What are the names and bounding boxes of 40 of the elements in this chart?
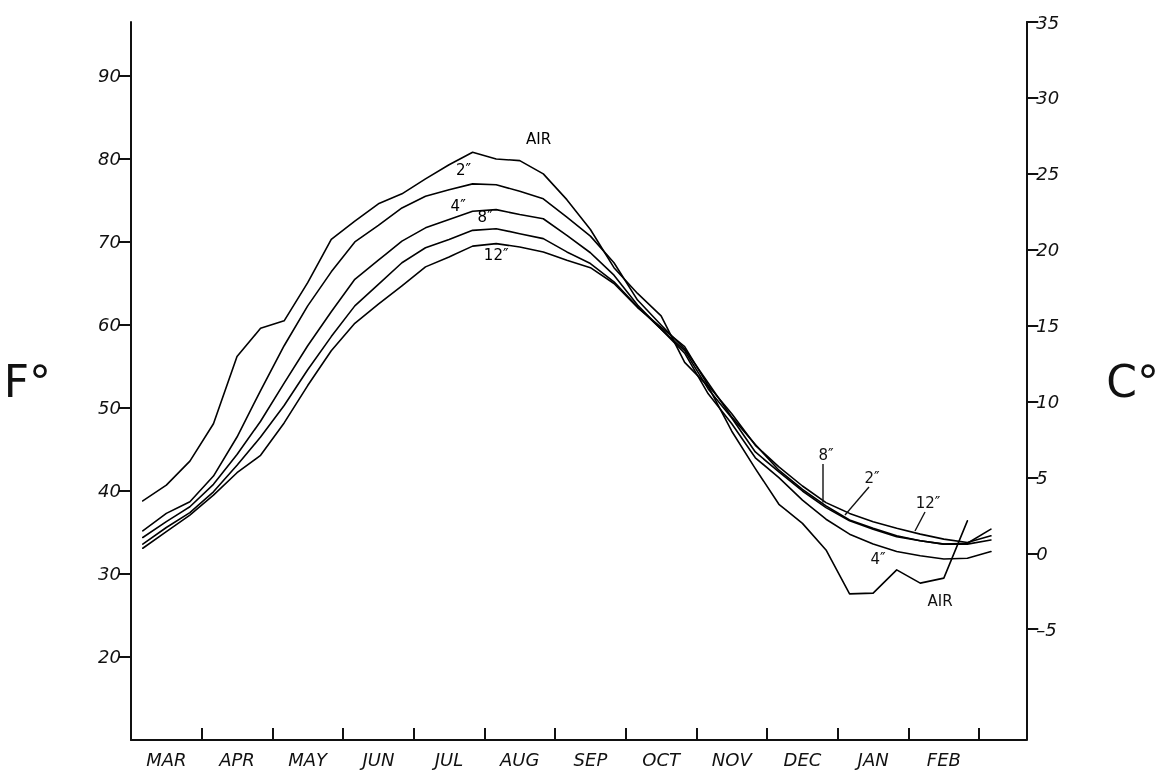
y-tick-label: 60: [98, 314, 121, 336]
annotation: AIR: [927, 592, 953, 610]
y2-tick-label: –5: [1036, 618, 1057, 640]
y-tick-label: 20: [98, 646, 121, 668]
annotation: 12″: [915, 494, 941, 512]
x-tick-label: JAN: [854, 748, 889, 770]
x-tick-label: MAR: [146, 748, 187, 770]
x-tick-label: FEB: [926, 748, 961, 770]
y2-tick-label: 30: [1036, 87, 1060, 109]
x-tick-label: OCT: [642, 748, 682, 770]
x-tick-label: NOV: [711, 748, 754, 770]
x-tick-label: DEC: [783, 748, 822, 770]
x-tick-label: APR: [218, 748, 255, 770]
x-tick-label: AUG: [499, 748, 540, 770]
series-label: AIR: [526, 129, 552, 148]
y2-tick-label: 35: [1036, 11, 1060, 33]
series-label: 2″: [456, 161, 472, 180]
x-tick-label: SEP: [573, 748, 608, 770]
y-tick-label: 30: [98, 563, 121, 585]
y2-axis-title: C°: [1106, 355, 1160, 407]
y2-tick-label: 15: [1036, 315, 1060, 337]
series-label: 12″: [483, 246, 509, 265]
y2-tick-label: 5: [1036, 466, 1048, 488]
y-tick-label: 40: [98, 480, 121, 502]
x-tick-label: JUN: [359, 748, 395, 770]
x-tick-label: JUL: [431, 748, 464, 770]
y2-tick-label: 25: [1036, 163, 1060, 185]
x-tick-label: MAY: [288, 748, 330, 770]
y-tick-label: 50: [98, 397, 121, 419]
y-tick-label: 90: [98, 65, 121, 87]
y2-tick-label: 10: [1036, 390, 1060, 412]
annotation: 2″: [864, 469, 880, 487]
y-tick-label: 80: [98, 148, 121, 170]
y-tick-label: 70: [98, 231, 121, 253]
annotation: 8″: [818, 446, 834, 464]
series-label: 4″: [450, 197, 467, 216]
y2-tick-label: 0: [1036, 542, 1048, 564]
y-axis-title: F°: [3, 355, 51, 407]
y2-tick-label: 20: [1036, 239, 1060, 261]
annotation: 4″: [870, 550, 886, 568]
